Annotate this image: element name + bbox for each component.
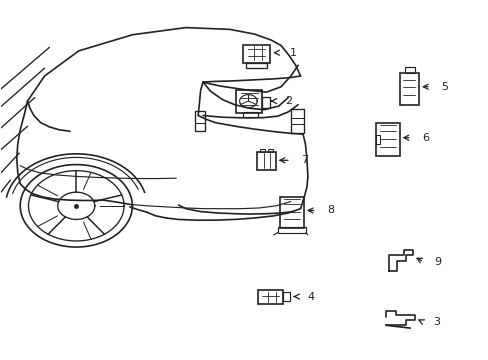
Text: 8: 8 [327, 206, 334, 216]
Text: 5: 5 [441, 82, 447, 92]
Bar [261, 97, 270, 108]
Bar [260, 149, 264, 152]
Bar [236, 90, 261, 113]
Bar [399, 73, 418, 105]
Text: 1: 1 [289, 48, 296, 58]
Text: 3: 3 [432, 317, 439, 327]
Text: 4: 4 [307, 292, 314, 302]
Bar [267, 149, 272, 152]
Text: 7: 7 [301, 155, 308, 165]
Bar [245, 63, 267, 68]
Bar [258, 290, 282, 304]
Bar [243, 45, 270, 63]
Text: 2: 2 [285, 96, 292, 106]
Bar [405, 67, 414, 73]
Bar [375, 123, 399, 156]
Bar [277, 227, 305, 233]
Bar [375, 135, 379, 144]
Text: 9: 9 [434, 257, 441, 267]
Bar [243, 112, 257, 117]
Bar [257, 152, 275, 170]
Bar [279, 197, 304, 228]
Text: 6: 6 [422, 133, 428, 143]
Bar [282, 292, 290, 301]
